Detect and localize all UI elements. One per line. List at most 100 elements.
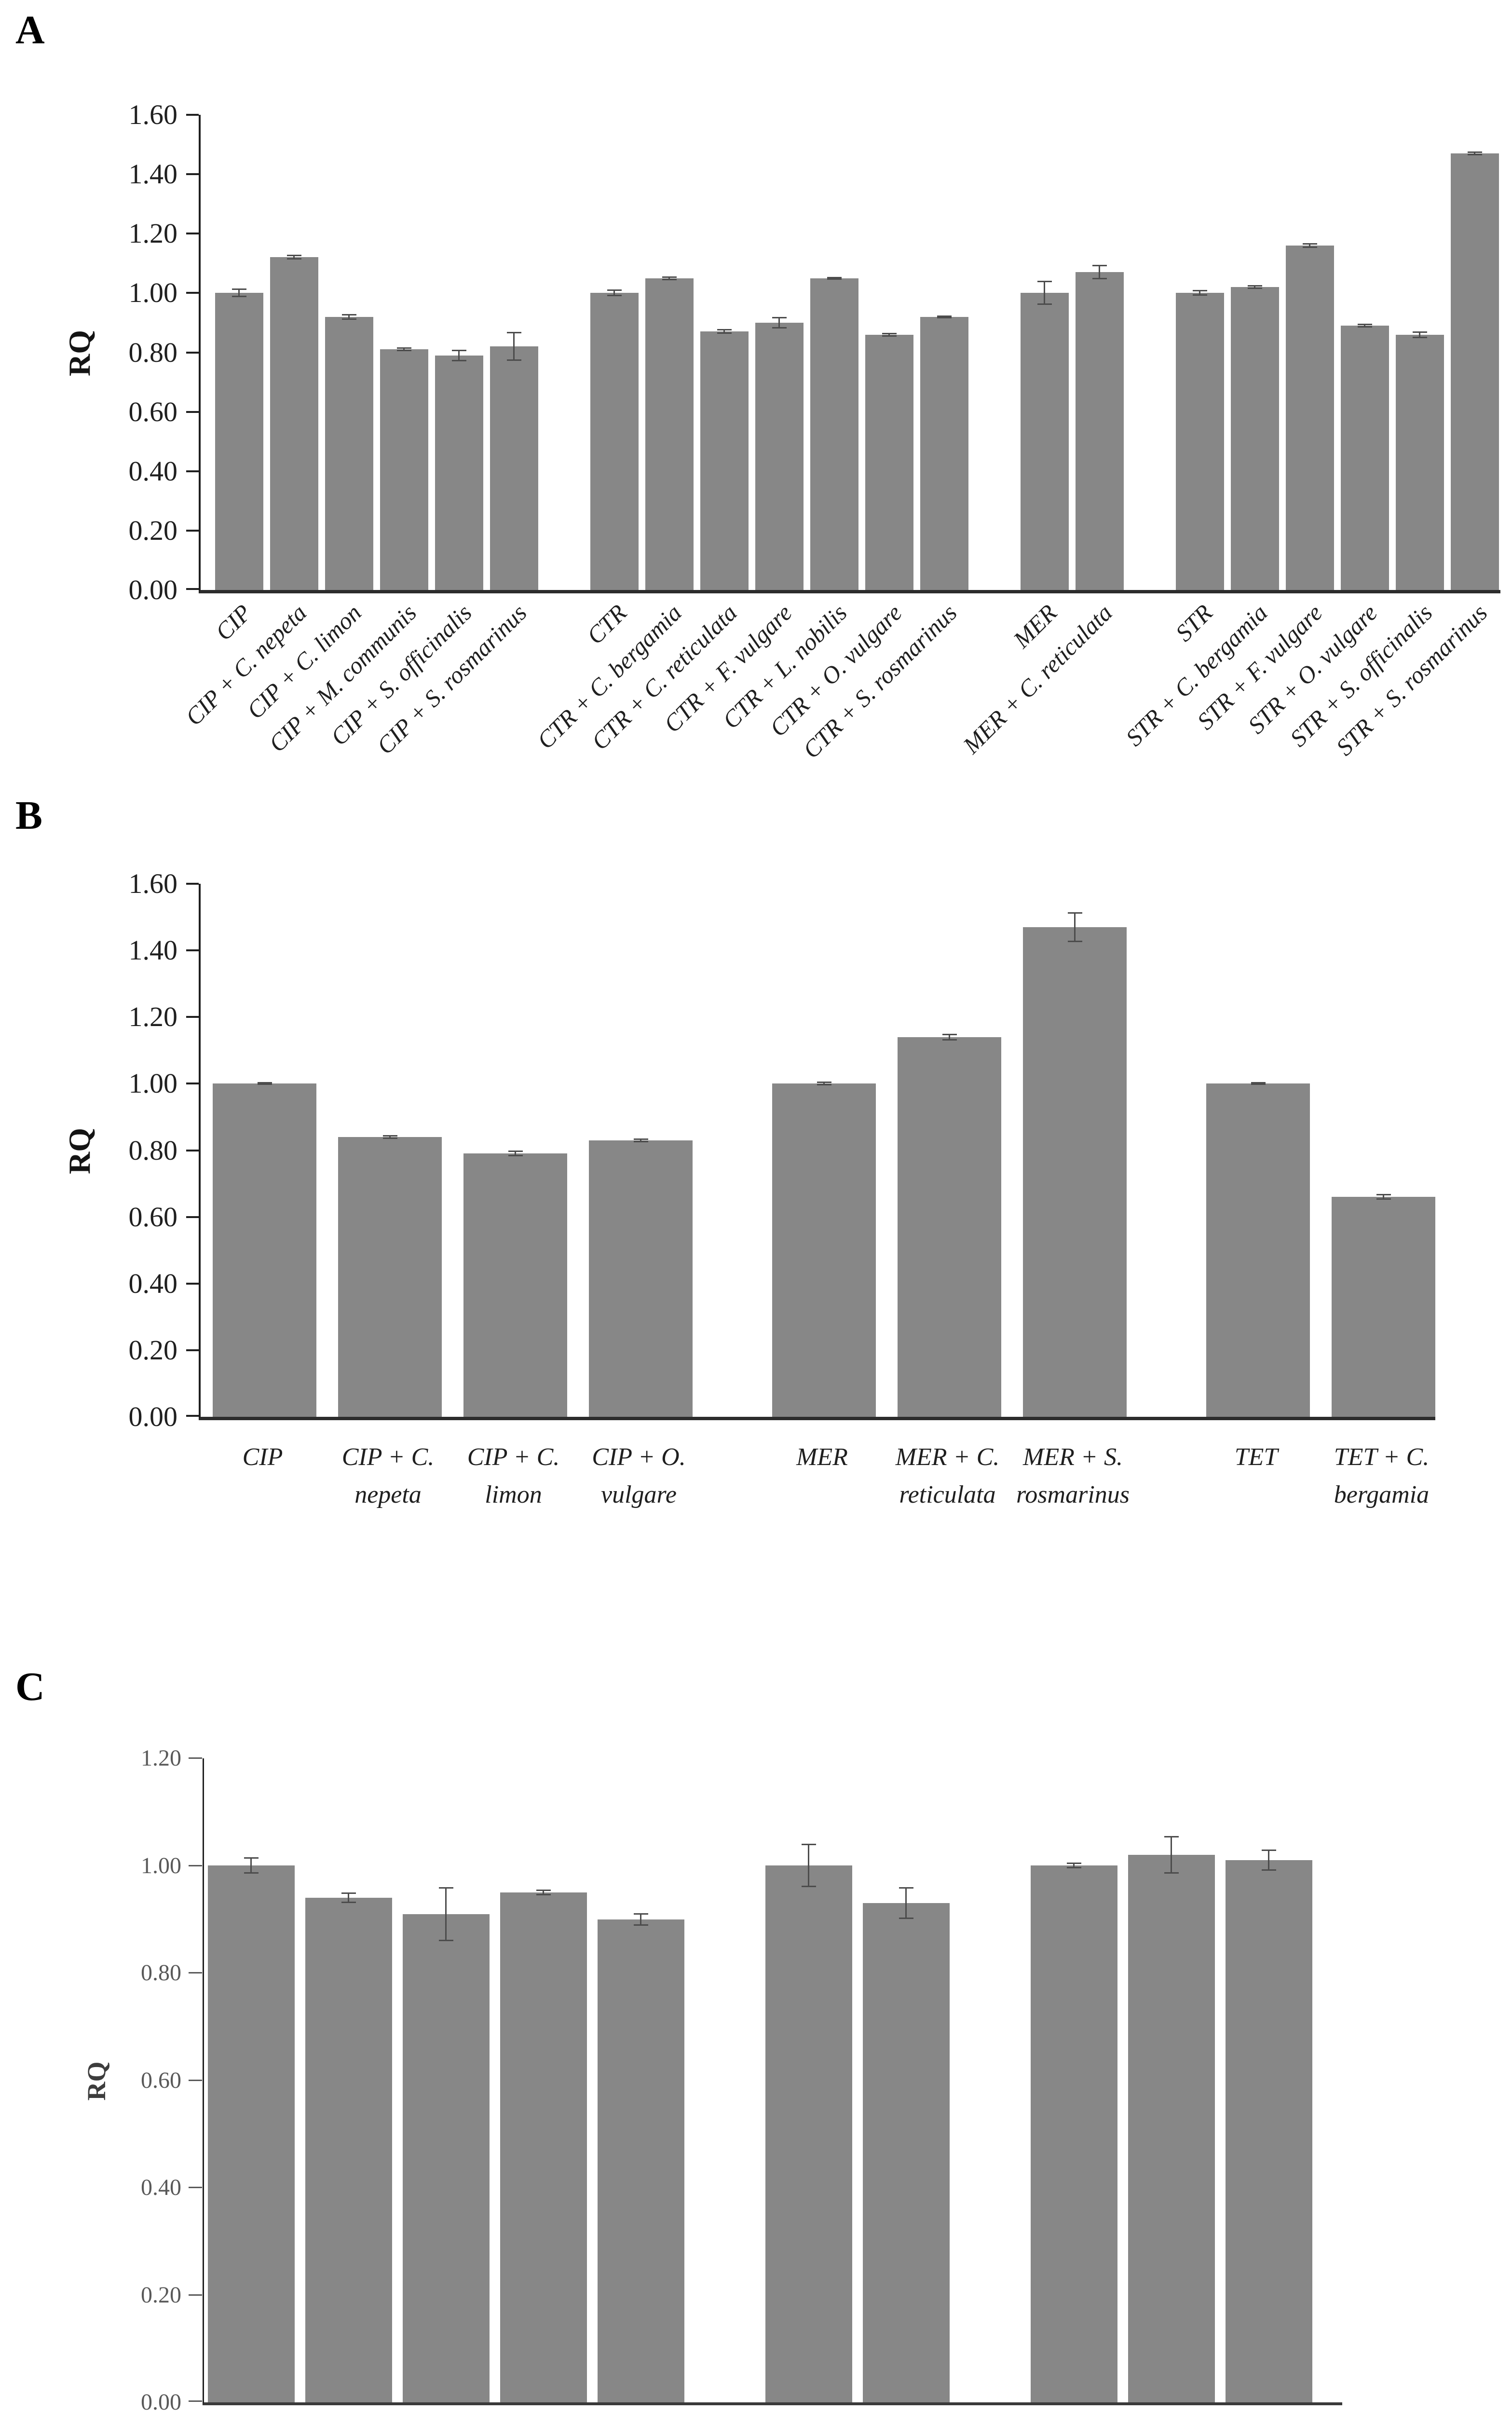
y-tick (186, 1216, 199, 1218)
plot-area (186, 883, 1435, 1420)
error-bar (633, 1138, 649, 1142)
error-bar-cap (287, 258, 301, 260)
y-tick-label: 1.40 (128, 158, 178, 190)
x-axis-label-line: bergamia (1334, 1481, 1430, 1508)
error-bar-cap (536, 1890, 551, 1891)
error-bar-cap (1303, 243, 1317, 245)
error-bar (396, 347, 412, 351)
bar-tet-c-limon (1128, 1855, 1215, 2402)
y-tick-label: 1.20 (128, 218, 178, 249)
error-bar-cap (244, 1857, 259, 1859)
error-bar-cap (802, 1886, 816, 1887)
y-tick (189, 1972, 202, 1973)
x-axis-label-line: MER + S. (1023, 1443, 1123, 1471)
error-bar (341, 1892, 357, 1903)
error-bar-cap (287, 255, 301, 256)
y-tick (186, 883, 199, 885)
bar-str-s-rosmarinus (1451, 153, 1499, 590)
error-bar-line (1309, 243, 1310, 248)
error-bar-line (1474, 151, 1475, 155)
error-bar-cap (439, 1940, 453, 1941)
error-bar (1467, 151, 1483, 155)
error-bar (341, 314, 357, 320)
error-bar-cap (1092, 265, 1107, 266)
error-bar-cap (662, 276, 677, 278)
error-bar-line (640, 1913, 641, 1926)
error-bar-cap (507, 332, 521, 333)
error-bar (1412, 331, 1428, 338)
x-axis-label-line: vulgare (601, 1481, 677, 1508)
bar-ctr-o-vulgare (865, 335, 913, 590)
y-tick (186, 411, 199, 413)
error-bar (1247, 285, 1263, 289)
error-bar (1036, 281, 1053, 305)
error-bar-cap (827, 278, 842, 280)
bar-cip (213, 1083, 316, 1417)
bar-cip-c-limon (500, 1892, 587, 2402)
error-bar-cap (439, 1887, 453, 1889)
y-tick (186, 1149, 199, 1151)
x-axis-label: MER + C. reticulata (861, 1439, 1035, 1514)
y-tick (186, 114, 199, 116)
x-axis-label: MER + S. rosmarinus (986, 1439, 1160, 1514)
error-bar (606, 289, 623, 296)
y-tick (186, 1282, 199, 1285)
error-bar-cap (1037, 281, 1052, 282)
x-axis-label-line: MER + C. (895, 1443, 1000, 1471)
y-tick (186, 1016, 199, 1018)
error-bar-cap (942, 1039, 957, 1041)
error-bar-cap (1092, 278, 1107, 279)
error-bar (451, 350, 467, 361)
error-bar-line (1254, 285, 1255, 289)
panel-letter-B: B (15, 793, 44, 838)
y-tick (189, 1864, 202, 1866)
error-bar-line (389, 1135, 391, 1139)
y-tick-label: 0.00 (128, 574, 178, 605)
error-bar-line (1382, 1194, 1384, 1200)
x-axis-label-line: TET + C. (1334, 1443, 1430, 1471)
x-axis-label: CIP + O. vulgare (552, 1439, 726, 1514)
y-tick-label: 0.40 (141, 2175, 181, 2200)
error-bar-cap (802, 1844, 816, 1845)
x-axis-label-line: TET (1234, 1443, 1278, 1471)
error-bar-line (613, 289, 615, 296)
bar-cip-c-nepeta (270, 257, 318, 590)
bar-cip-m-communis (380, 349, 428, 590)
error-bar (1066, 1863, 1082, 1868)
error-bar-line (1044, 281, 1045, 305)
error-bar-cap (634, 1924, 648, 1926)
y-tick (189, 2187, 202, 2188)
error-bar-line (640, 1138, 641, 1142)
error-bar-cap (1251, 1082, 1266, 1083)
x-axis-label: MER (736, 1439, 909, 1476)
error-bar-line (348, 1892, 349, 1903)
bar-cip (215, 293, 263, 590)
bar-mer (772, 1083, 876, 1417)
error-bar-cap (1248, 285, 1262, 287)
y-tick (189, 1757, 202, 1759)
error-bar-cap (341, 1902, 356, 1903)
error-bar-cap (382, 1135, 397, 1137)
y-tick-label: 0.40 (128, 455, 178, 487)
error-bar-cap (452, 360, 466, 361)
bar-ctr-s-rosmarinus (920, 317, 968, 590)
error-bar-cap (1262, 1869, 1276, 1871)
error-bar (1250, 1082, 1267, 1085)
error-bar-cap (1413, 337, 1427, 338)
error-bar-line (293, 255, 295, 260)
y-tick-label: 1.60 (128, 99, 178, 130)
y-tick-label: 0.40 (128, 1267, 178, 1299)
error-bar-line (1419, 331, 1420, 338)
error-bar (826, 277, 843, 280)
y-tick-label: 0.80 (128, 1134, 178, 1166)
error-bar-cap (827, 277, 842, 278)
error-bar (898, 1887, 914, 1919)
y-tick-label: 1.00 (128, 1068, 178, 1099)
error-bar-cap (942, 1034, 957, 1035)
y-tick (186, 588, 199, 590)
x-axis-label-line: MER (796, 1443, 848, 1471)
x-axis-label: TET (1170, 1439, 1343, 1476)
x-axis-label: TET + C. bergamia (1295, 1439, 1469, 1514)
y-tick-label: 1.40 (128, 934, 178, 966)
y-tick-label: 1.20 (128, 1001, 178, 1033)
